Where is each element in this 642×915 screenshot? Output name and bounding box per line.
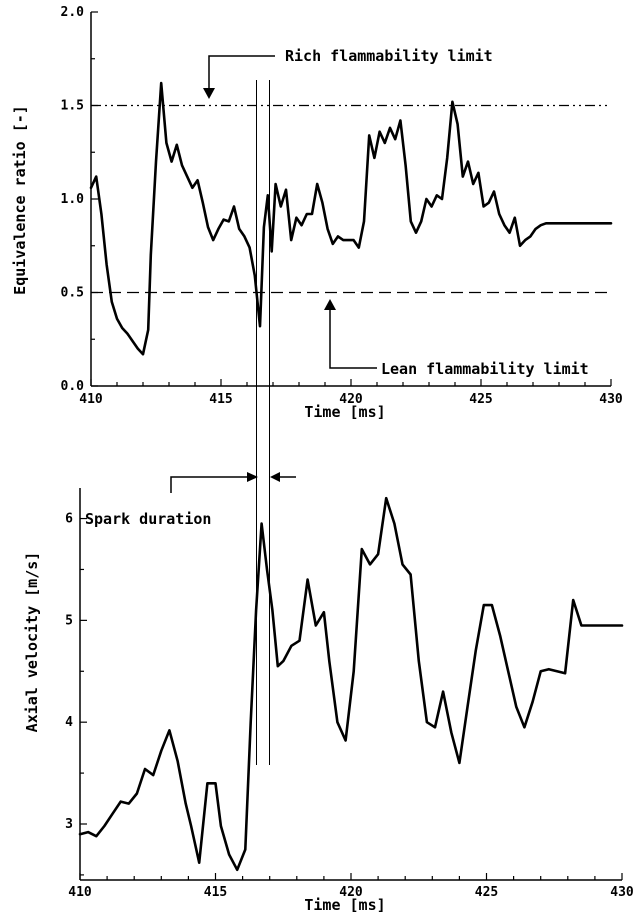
y-tick-label-0: 0.5 [61,286,84,301]
series-line-1-0 [78,496,624,872]
x-tick-label-1: 420 [339,885,363,900]
y-tick-label-0: 1.0 [61,192,85,207]
series-line-0-0 [89,81,613,356]
spark-right-arrowhead [270,472,280,482]
y-tick-label-1: 5 [65,613,73,628]
bottom-ylabel: Axial velocity [m/s] [23,552,41,733]
rich-limit-label: Rich flammability limit [285,47,493,65]
equivalence-ratio-chart: 410 415 420 425 430 0.0 0.5 1.0 1.5 2.0 [61,5,623,407]
rich-arrowhead [203,88,215,99]
rich-arrow-leader [208,55,275,92]
x-tick-label-0: 430 [599,392,623,407]
y-tick-label-1: 6 [65,512,73,527]
lean-limit-label: Lean flammability limit [381,360,589,378]
spark-duration-label: Spark duration [85,510,211,528]
x-tick-label-0: 410 [79,392,103,407]
x-tick-label-0: 420 [339,392,363,407]
x-tick-label-1: 430 [610,885,634,900]
top-xlabel: Time [ms] [304,403,385,421]
annotation-arrows [170,55,377,493]
spark-left-arrowhead [247,472,258,482]
x-tick-label-0: 415 [209,392,232,407]
top-ylabel: Equivalence ratio [-] [11,105,29,295]
annotation-arrowheads [203,88,336,482]
y-tick-label-0: 1.5 [61,99,84,114]
x-tick-label-1: 425 [475,885,498,900]
spark-left-leader [170,476,250,493]
x-tick-label-1: 415 [204,885,227,900]
axial-velocity-chart: 410 415 420 425 430 3 4 5 6 [65,488,634,900]
lean-arrow-leader [329,306,377,369]
y-tick-label-1: 4 [65,715,73,730]
y-tick-label-0: 0.0 [61,379,85,394]
x-tick-label-0: 425 [469,392,492,407]
bottom-xlabel: Time [ms] [304,896,385,914]
y-tick-label-0: 2.0 [61,5,85,20]
x-tick-label-1: 410 [68,885,92,900]
y-tick-label-1: 3 [65,817,73,832]
lean-arrowhead [324,299,336,310]
